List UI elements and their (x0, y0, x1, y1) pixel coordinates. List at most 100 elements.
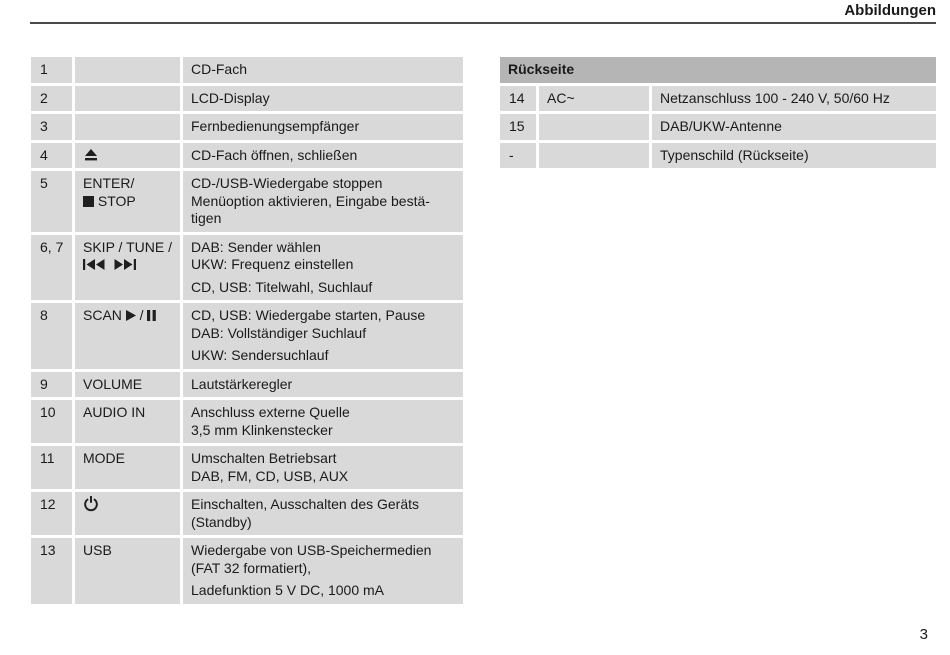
stop-icon (83, 193, 94, 211)
pause-icon (147, 307, 157, 325)
row-description: CD-Fach (183, 57, 463, 83)
row-label: AC~ (539, 85, 649, 111)
row-label: ENTER/ STOP (75, 171, 180, 232)
row-description: Lautstärkeregler (183, 371, 463, 397)
row-label (539, 114, 649, 140)
row-label: USB (75, 538, 180, 604)
table-row: 6, 7 SKIP / TUNE / DAB: Sender wählen UKW:… (31, 234, 463, 300)
table-row: 12 Einschalten, Ausschalten des Geräts (S… (31, 492, 463, 535)
row-description: CD-Fach öffnen, schließen (183, 142, 463, 168)
table-row: 2 LCD-Display (31, 85, 463, 111)
row-number: 13 (31, 538, 72, 604)
row-number: 4 (31, 142, 72, 168)
row-label: SKIP / TUNE / (75, 234, 180, 300)
description-paragraph: Wiedergabe von USB-Speichermedien (FAT 3… (191, 542, 432, 576)
row-description: Wiedergabe von USB-Speichermedien (FAT 3… (183, 538, 463, 604)
description-paragraph: Ladefunktion 5 V DC, 1000 mA (191, 582, 385, 598)
label-text: AC~ (547, 89, 575, 106)
description-paragraph: Fernbedienungsempfänger (191, 118, 360, 134)
row-description: Anschluss externe Quelle 3,5 mm Klinkens… (183, 400, 463, 443)
row-label: MODE (75, 446, 180, 489)
table-row: 8 SCAN / CD, USB: Wiedergabe starten, Pau… (31, 303, 463, 369)
description-paragraph: Lautstärkeregler (191, 375, 293, 392)
row-label: AUDIO IN (75, 400, 180, 443)
row-label (75, 142, 180, 168)
page-header: Abbildungen (30, 0, 936, 24)
row-description: Fernbedienungsempfänger (183, 114, 463, 140)
skip-forward-icon (113, 256, 136, 274)
table-row: 5 ENTER/ STOP CD-/USB-Wiedergabe stoppen M… (31, 171, 463, 232)
row-number: 9 (31, 371, 72, 397)
row-description: Typenschild (Rückseite) (652, 142, 936, 168)
row-label (75, 85, 180, 111)
row-label (75, 492, 180, 535)
row-number: 2 (31, 85, 72, 111)
rear-panel-table: Rückseite 14 AC~ Netzanschluss 100 - 240 V… (500, 57, 936, 171)
row-description: Umschalten Betriebsart DAB, FM, CD, USB,… (183, 446, 463, 489)
table-row: 14 AC~ Netzanschluss 100 - 240 V, 50/60 Hz (500, 85, 936, 111)
row-description: DAB/UKW-Antenne (652, 114, 936, 140)
page-number: 3 (919, 626, 928, 643)
row-number: 10 (31, 400, 72, 443)
label-text: VOLUME (83, 375, 143, 392)
description-paragraph: CD-Fach (191, 61, 248, 77)
skip-back-icon (83, 256, 106, 274)
row-number: 12 (31, 492, 72, 535)
label-text: USB (83, 542, 112, 558)
row-description: DAB: Sender wählen UKW: Frequenz einstel… (183, 234, 463, 300)
description-paragraph: CD-Fach öffnen, schließen (191, 146, 358, 163)
description-paragraph: Einschalten, Ausschalten des Geräts (Sta… (191, 496, 420, 530)
label-text: ENTER/ (83, 175, 135, 191)
description-paragraph: CD, USB: Wiedergabe starten, Pause DAB: … (191, 307, 426, 341)
row-number: 15 (500, 114, 536, 140)
row-number: - (500, 142, 536, 168)
row-number: 1 (31, 57, 72, 83)
row-number: 5 (31, 171, 72, 232)
description-paragraph: LCD-Display (191, 89, 270, 106)
label-text: SCAN (83, 307, 126, 323)
row-label: SCAN / (75, 303, 180, 369)
row-label (75, 114, 180, 140)
row-number: 14 (500, 85, 536, 111)
row-number: 6, 7 (31, 234, 72, 300)
table-row: 1 CD-Fach (31, 57, 463, 83)
label-text: / (135, 307, 148, 323)
label-text: STOP (94, 192, 136, 209)
row-description: Einschalten, Ausschalten des Geräts (Sta… (183, 492, 463, 535)
table-row: 4 CD-Fach öffnen, schließen (31, 142, 463, 168)
label-text: MODE (83, 450, 125, 466)
play-icon (125, 307, 136, 325)
row-label (75, 57, 180, 83)
table-row: 11 MODE Umschalten Betriebsart DAB, FM, CD… (31, 446, 463, 489)
row-label (539, 142, 649, 168)
table-row: 9 VOLUME Lautstärkeregler (31, 371, 463, 397)
description-paragraph: DAB: Sender wählen UKW: Frequenz einstel… (191, 238, 354, 273)
row-number: 3 (31, 114, 72, 140)
row-description: CD-/USB-Wiedergabe stoppen Menüoption ak… (183, 171, 463, 232)
front-controls-table: 1 CD-Fach 2 LCD-Display 3 Fernbedienungsempfä… (31, 57, 463, 607)
power-icon (83, 496, 99, 516)
table-row: 3 Fernbedienungsempfänger (31, 114, 463, 140)
page-title: Abbildungen (844, 2, 936, 19)
label-text: SKIP / TUNE / (83, 238, 172, 255)
row-label: VOLUME (75, 371, 180, 397)
row-number: 11 (31, 446, 72, 489)
row-description: CD, USB: Wiedergabe starten, Pause DAB: … (183, 303, 463, 369)
row-description: Netzanschluss 100 - 240 V, 50/60 Hz (652, 85, 936, 111)
table-row: - Typenschild (Rückseite) (500, 142, 936, 168)
row-number: 8 (31, 303, 72, 369)
eject-icon (83, 147, 99, 165)
rear-panel-table-header: Rückseite (500, 57, 936, 83)
description-paragraph: Typenschild (Rückseite) (660, 146, 809, 163)
description-paragraph: UKW: Sendersuchlauf (191, 347, 329, 363)
description-paragraph: Anschluss externe Quelle 3,5 mm Klinkens… (191, 404, 350, 438)
description-paragraph: CD, USB: Titelwahl, Suchlauf (191, 278, 373, 295)
table-row: 13 USB Wiedergabe von USB-Speichermedien (… (31, 538, 463, 604)
description-paragraph: Netzanschluss 100 - 240 V, 50/60 Hz (660, 89, 890, 106)
label-text: AUDIO IN (83, 404, 146, 420)
description-paragraph: Umschalten Betriebsart DAB, FM, CD, USB,… (191, 450, 349, 484)
table-row: 10 AUDIO IN Anschluss externe Quelle 3,5 m… (31, 400, 463, 443)
description-paragraph: DAB/UKW-Antenne (660, 118, 782, 134)
description-paragraph: CD-/USB-Wiedergabe stoppen Menüoption ak… (191, 175, 430, 226)
row-description: LCD-Display (183, 85, 463, 111)
